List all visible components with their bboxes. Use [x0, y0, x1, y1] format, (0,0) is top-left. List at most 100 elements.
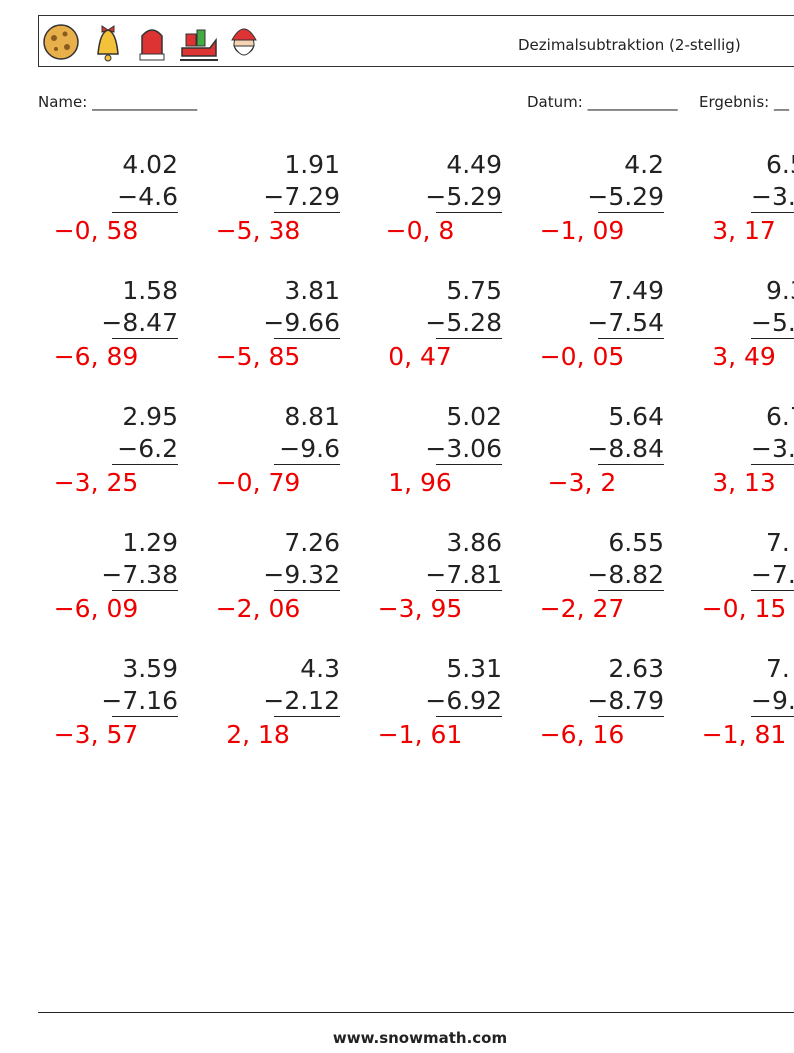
answer: −6, 09	[53, 594, 139, 623]
answer: 3, 17	[712, 216, 776, 245]
answer-line	[274, 212, 340, 213]
answer: 0, 47	[388, 342, 452, 371]
subtrahend: −6.92	[425, 686, 502, 715]
date-field: Datum: ____________	[527, 93, 678, 111]
subtrahend: −9.32	[263, 560, 340, 589]
answer: −1, 81	[701, 720, 787, 749]
subtrahend: −8.47	[101, 308, 178, 337]
answer: −5, 85	[215, 342, 301, 371]
minuend: 5.02	[446, 402, 502, 431]
answer: −3, 95	[377, 594, 463, 623]
answer: −1, 61	[377, 720, 463, 749]
answer: −0, 58	[53, 216, 139, 245]
minuend: 3.81	[284, 276, 340, 305]
minuend: 7.	[766, 528, 790, 557]
subtrahend: −5.8	[751, 308, 794, 337]
subtrahend: −7.16	[101, 686, 178, 715]
minuend: 7.26	[284, 528, 340, 557]
subtrahend: −8.79	[587, 686, 664, 715]
minuend: 1.91	[284, 150, 340, 179]
minuend: 9.3	[766, 276, 794, 305]
minuend: 3.86	[446, 528, 502, 557]
answer-line	[751, 212, 794, 213]
subtrahend: −9.6	[279, 434, 340, 463]
answer-line	[274, 338, 340, 339]
minuend: 1.58	[122, 276, 178, 305]
answer: −1, 09	[539, 216, 625, 245]
minuend: 4.02	[122, 150, 178, 179]
answer: −6, 16	[539, 720, 625, 749]
answer-line	[274, 590, 340, 591]
answer: −3, 25	[53, 468, 139, 497]
answer-line	[751, 716, 794, 717]
minuend: 5.75	[446, 276, 502, 305]
minuend: 4.49	[446, 150, 502, 179]
subtrahend: −3.3	[751, 182, 794, 211]
subtrahend: −4.6	[117, 182, 178, 211]
answer-line	[274, 716, 340, 717]
answer-line	[751, 590, 794, 591]
header-icons	[43, 24, 257, 62]
subtrahend: −5.29	[425, 182, 502, 211]
minuend: 7.	[766, 654, 790, 683]
subtrahend: −7.81	[425, 560, 502, 589]
answer-line	[274, 464, 340, 465]
minuend: 2.95	[122, 402, 178, 431]
subtrahend: −7.29	[263, 182, 340, 211]
answer-line	[436, 464, 502, 465]
subtrahend: −9.	[751, 686, 794, 715]
answer-line	[112, 212, 178, 213]
subtrahend: −8.82	[587, 560, 664, 589]
minuend: 5.31	[446, 654, 502, 683]
worksheet-title: Dezimalsubtraktion (2-stellig)	[518, 36, 741, 54]
minuend: 8.81	[284, 402, 340, 431]
answer: 1, 96	[388, 468, 452, 497]
answer-line	[751, 464, 794, 465]
answer: −3, 2	[547, 468, 617, 497]
answer-line	[112, 464, 178, 465]
minuend: 4.2	[624, 150, 664, 179]
minuend: 4.3	[300, 654, 340, 683]
minuend: 1.29	[122, 528, 178, 557]
subtrahend: −3.5	[751, 434, 794, 463]
answer-line	[112, 338, 178, 339]
answer: −2, 27	[539, 594, 625, 623]
minuend: 5.64	[608, 402, 664, 431]
answer: −3, 57	[53, 720, 139, 749]
subtrahend: −2.12	[263, 686, 340, 715]
subtrahend: −3.06	[425, 434, 502, 463]
minuend: 6.55	[608, 528, 664, 557]
answer-line	[436, 212, 502, 213]
answer: −2, 06	[215, 594, 301, 623]
answer-line	[436, 716, 502, 717]
answer: 2, 18	[226, 720, 290, 749]
header-box	[38, 15, 794, 67]
answer-line	[751, 338, 794, 339]
answer: 3, 49	[712, 342, 776, 371]
minuend: 7.49	[608, 276, 664, 305]
minuend: 3.59	[122, 654, 178, 683]
answer-line	[436, 338, 502, 339]
subtrahend: −9.66	[263, 308, 340, 337]
result-field: Ergebnis: __	[699, 93, 789, 111]
answer-line	[598, 716, 664, 717]
answer: −6, 89	[53, 342, 139, 371]
answer-line	[436, 590, 502, 591]
answer: −0, 8	[385, 216, 455, 245]
answer-line	[598, 464, 664, 465]
subtrahend: −7.	[751, 560, 794, 589]
subtrahend: −5.28	[425, 308, 502, 337]
answer: −0, 79	[215, 468, 301, 497]
minuend: 2.63	[608, 654, 664, 683]
subtrahend: −5.29	[587, 182, 664, 211]
minuend: 6.5	[766, 150, 794, 179]
answer-line	[112, 590, 178, 591]
answer-line	[598, 338, 664, 339]
answer: 3, 13	[712, 468, 776, 497]
answer: −0, 15	[701, 594, 787, 623]
answer-line	[112, 716, 178, 717]
name-field: Name: ______________	[38, 93, 198, 111]
subtrahend: −6.2	[117, 434, 178, 463]
subtrahend: −7.54	[587, 308, 664, 337]
